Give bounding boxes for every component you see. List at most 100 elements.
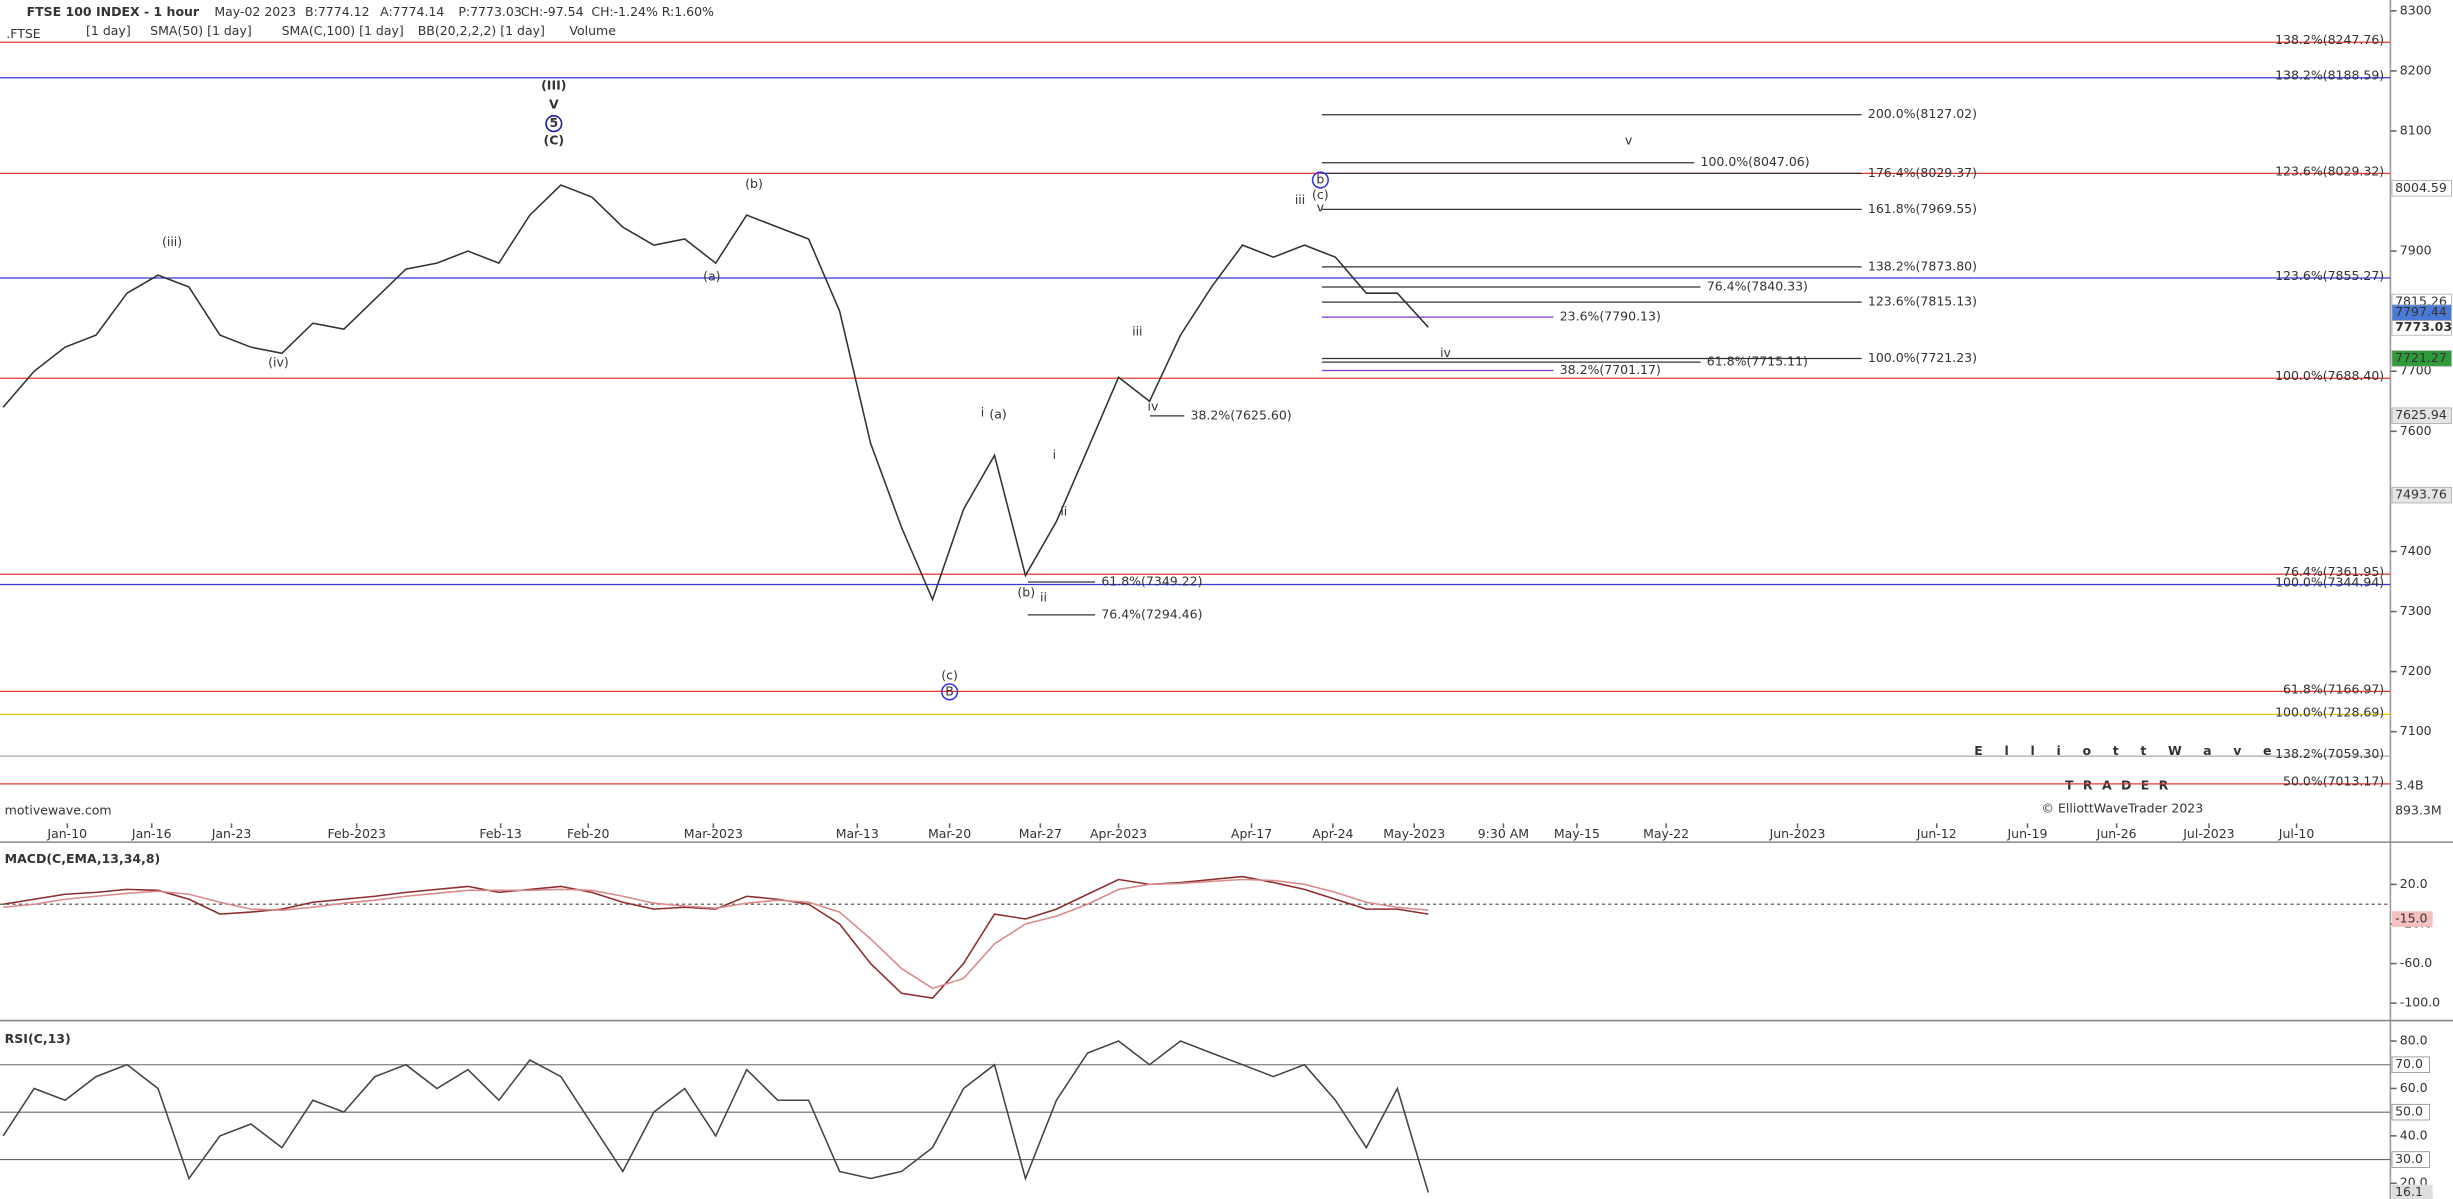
fib-level-label: 123.6%(7855.27) (2275, 268, 2384, 283)
wave-circle (940, 683, 959, 701)
wave-label: ii (1060, 503, 1067, 518)
wave-label: iii (1132, 323, 1142, 338)
wave-circle (545, 115, 563, 133)
fib-segment-label: 76.4%(7294.46) (1101, 606, 1202, 621)
y-tick-label: 7200 (2400, 663, 2432, 678)
symbol-watermark: .FTSE (6, 26, 41, 41)
y-tick-label: 8300 (2400, 2, 2432, 17)
fib-level-label: 123.6%(8029.32) (2275, 163, 2384, 178)
rsi-level-badge (2391, 1103, 2430, 1121)
wave-label: ii (1040, 589, 1047, 604)
indicator-label: BB(20,2,2,2) [1 day] (418, 23, 545, 38)
price-badge (2391, 304, 2452, 321)
indicator-label: SMA(50) [1 day] (150, 23, 252, 38)
x-tick-label: Jun-26 (2096, 826, 2137, 841)
price-badge (2391, 350, 2452, 367)
rsi-level-label: 50.0 (2395, 1104, 2423, 1119)
x-tick-label: Jul-10 (2278, 826, 2315, 841)
x-tick-label: May-15 (1554, 826, 1600, 841)
fib-level-label: 138.2%(7059.30) (2275, 746, 2384, 761)
price-badge (2391, 486, 2452, 504)
panel-title: RSI(C,13) (5, 1031, 71, 1046)
price-badge-label: 7773.03 (2395, 319, 2452, 334)
last-value-label: -15.0 (2395, 911, 2427, 926)
wave-label: 5 (549, 115, 558, 130)
x-tick-label: May-2023 (1383, 826, 1445, 841)
wave-label: (a) (703, 269, 720, 284)
x-tick-label: Jun-12 (1916, 826, 1957, 841)
x-tick-label: Apr-24 (1312, 826, 1353, 841)
fib-segment-label: 61.8%(7715.11) (1707, 354, 1808, 369)
wave-label: (III) (541, 78, 566, 93)
wave-label: i (981, 405, 984, 420)
x-tick-label: Apr-17 (1231, 826, 1272, 841)
fib-segment-label: 76.4%(7840.33) (1707, 278, 1808, 293)
panel-title: MACD(C,EMA,13,34,8) (5, 851, 161, 866)
price-line (2, 184, 1429, 602)
last-value-label: 16.1 (2395, 1184, 2423, 1199)
indicator-label: SMA(C,100) [1 day] (282, 23, 404, 38)
x-tick-label: May-22 (1643, 826, 1689, 841)
wave-label: (c) (1312, 187, 1329, 202)
fib-segment-label: 23.6%(7790.13) (1560, 309, 1661, 324)
x-tick-label: Jul-2023 (2182, 826, 2234, 841)
wave-label: v (1317, 200, 1325, 215)
fib-level-label: 100.0%(7344.94) (2275, 574, 2384, 589)
y-tick-label: 20.0 (2400, 876, 2428, 891)
y-tick-label: 7900 (2400, 243, 2432, 258)
price-badge-label: 7493.76 (2395, 487, 2447, 502)
header-text: B:7774.12 (305, 4, 369, 19)
price-badge-label: 8004.59 (2395, 180, 2447, 195)
fib-segment-label: 38.2%(7701.17) (1560, 362, 1661, 377)
wave-label: iii (1295, 192, 1305, 207)
indicator-label: [1 day] (86, 23, 131, 38)
wave-label: b (1316, 172, 1324, 187)
rsi-level-label: 30.0 (2395, 1151, 2423, 1166)
header-text: R:1.60% (662, 4, 714, 19)
wave-label: iv (1148, 398, 1159, 413)
y-tick-label: -100.0 (2400, 995, 2440, 1010)
price-badge (2391, 180, 2452, 197)
y-tick-label: 7300 (2400, 603, 2432, 618)
price-badge (2391, 407, 2452, 424)
y-tick-label: 7100 (2400, 723, 2432, 738)
wave-label: v (1625, 132, 1633, 147)
fib-segment-label: 61.8%(7349.22) (1101, 573, 1202, 588)
wave-label: (a) (989, 406, 1006, 421)
price-badge-label: 7721.27 (2395, 350, 2447, 365)
rsi-level-badge (2391, 1151, 2430, 1168)
wave-label: (c) (941, 668, 958, 683)
source-label: motivewave.com (5, 802, 112, 817)
wave-label: V (549, 96, 559, 111)
last-value-badge (2391, 911, 2433, 927)
x-tick-label: Feb-13 (479, 826, 522, 841)
wave-label: iv (1440, 345, 1451, 360)
wave-label: (C) (544, 132, 565, 147)
fib-segment-label: 161.8%(7969.55) (1868, 201, 1977, 216)
fib-segment-label: 123.6%(7815.13) (1868, 294, 1977, 309)
y-tick-label: 7400 (2400, 543, 2432, 558)
y-tick-label: 8200 (2400, 62, 2432, 77)
x-tick-label: Feb-20 (567, 826, 610, 841)
header-text: A:7774.14 (380, 4, 444, 19)
x-tick-label: Mar-20 (928, 826, 971, 841)
fib-level-label: 138.2%(8188.59) (2275, 68, 2384, 83)
y-tick-label: -60.0 (2400, 955, 2432, 970)
price-badge-label: 7625.94 (2395, 407, 2447, 422)
fib-level-label: 76.4%(7361.95) (2283, 564, 2384, 579)
x-tick-label: Mar-13 (836, 826, 879, 841)
logo: TRADER (2065, 777, 2178, 792)
y-tick-label: 40.0 (2400, 1127, 2428, 1142)
fib-segment-label: 176.4%(8029.37) (1868, 165, 1977, 180)
header-text: P:7773.03 (458, 4, 521, 19)
fib-segment-label: 100.0%(7721.23) (1868, 350, 1977, 365)
x-tick-label: Apr-2023 (1090, 826, 1147, 841)
fib-level-label: 50.0%(7013.17) (2283, 774, 2384, 789)
header-text: CH:-1.24% (591, 4, 658, 19)
indicator-line (3, 875, 1429, 1000)
wave-label: (iv) (268, 355, 289, 370)
wave-label: (b) (1017, 585, 1035, 600)
